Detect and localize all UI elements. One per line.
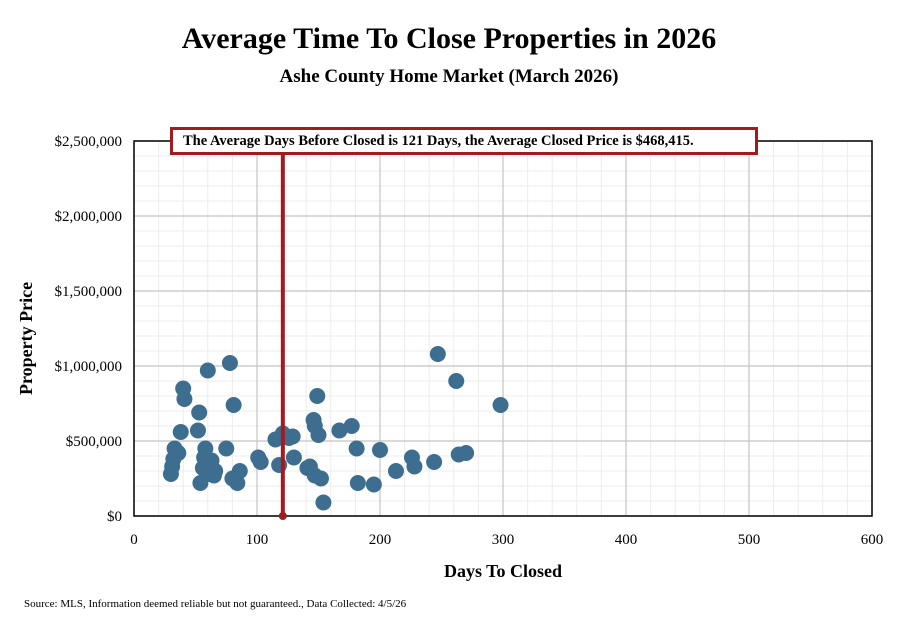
data-point	[221, 355, 238, 371]
data-point	[331, 422, 348, 439]
y-tick-label: $2,500,000	[55, 134, 123, 150]
data-point	[426, 454, 443, 470]
y-tick-label: $1,000,000	[55, 359, 123, 375]
y-axis-title: Property Price	[16, 282, 36, 395]
x-tick-label: 200	[369, 532, 392, 548]
x-tick-label: 300	[492, 532, 515, 548]
average-days-marker	[278, 512, 287, 520]
data-point	[492, 397, 509, 413]
data-point	[284, 428, 301, 445]
x-tick-label: 0	[130, 532, 138, 548]
data-point	[207, 463, 224, 479]
data-point	[176, 391, 193, 407]
data-point	[218, 440, 235, 457]
data-point	[172, 424, 189, 440]
data-point	[285, 449, 302, 466]
data-point	[189, 422, 206, 439]
data-point	[448, 373, 465, 389]
data-point	[343, 418, 360, 434]
data-point	[252, 454, 269, 470]
x-tick-label: 600	[861, 532, 884, 548]
data-point	[372, 442, 388, 458]
data-point	[458, 445, 475, 461]
chart-subtitle: Ashe County Home Market (March 2026)	[279, 66, 619, 87]
data-point	[170, 445, 187, 461]
data-point	[191, 404, 208, 421]
x-tick-label: 500	[738, 532, 761, 548]
data-point	[429, 346, 446, 362]
data-point	[199, 362, 216, 379]
major-grid	[133, 140, 873, 517]
data-point	[365, 476, 382, 493]
y-axis-ticks: $0 $500,000 $1,000,000 $1,500,000 $2,000,000…	[55, 134, 123, 525]
data-points	[162, 346, 509, 511]
source-note: Source: MLS, Information deemed reliable…	[24, 598, 407, 610]
y-tick-label: $0	[107, 509, 122, 525]
data-point	[225, 397, 242, 413]
data-point	[309, 388, 326, 404]
y-tick-label: $500,000	[66, 434, 122, 450]
data-point	[312, 470, 329, 487]
x-axis-title: Days To Closed	[444, 561, 562, 581]
data-point	[231, 463, 248, 479]
x-tick-label: 400	[615, 532, 638, 548]
average-annotation: The Average Days Before Closed is 121 Da…	[170, 127, 758, 155]
data-point	[406, 458, 423, 475]
data-point	[229, 475, 246, 491]
data-point	[387, 463, 404, 479]
data-point	[348, 440, 365, 457]
chart-title: Average Time To Close Properties in 2026	[181, 22, 717, 55]
x-axis-ticks: 0 100 200 300 400 500 600	[130, 532, 883, 548]
data-point	[197, 440, 214, 457]
data-point	[349, 475, 366, 491]
y-tick-label: $1,500,000	[55, 284, 123, 300]
x-tick-label: 100	[246, 532, 269, 548]
data-point	[310, 427, 327, 443]
data-point	[315, 494, 332, 511]
y-tick-label: $2,000,000	[55, 209, 123, 225]
